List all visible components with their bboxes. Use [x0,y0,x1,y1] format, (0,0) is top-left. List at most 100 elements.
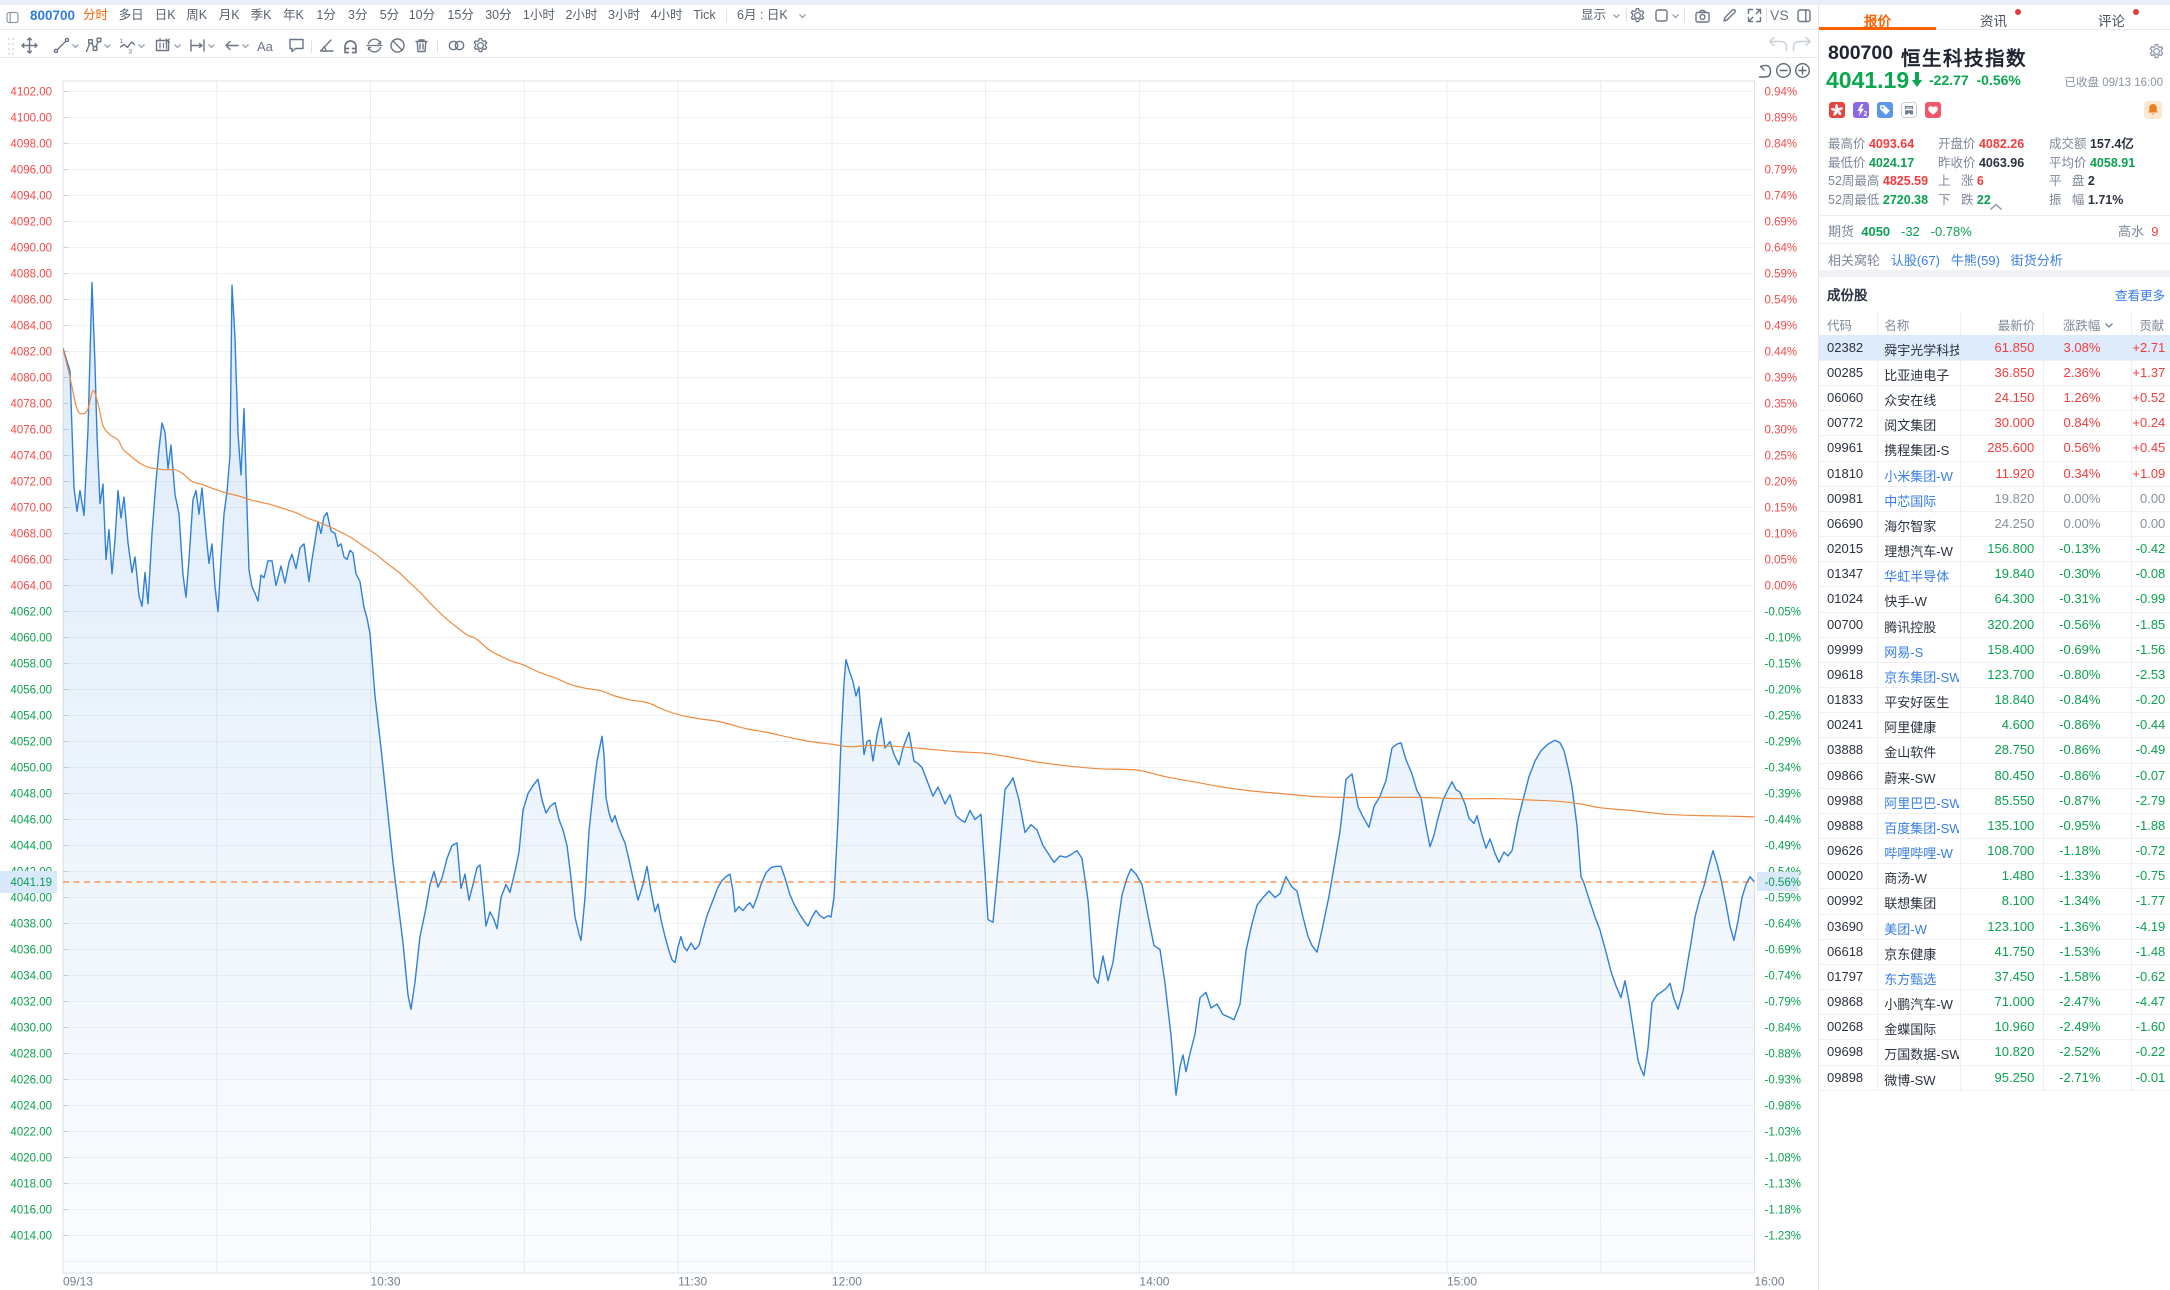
svg-text:4092.00: 4092.00 [10,217,52,229]
svg-text:15:00: 15:00 [1447,1275,1477,1289]
svg-text:0.39%: 0.39% [1765,373,1798,385]
svg-text:4094.00: 4094.00 [10,191,52,203]
svg-text:0.35%: 0.35% [1765,399,1798,411]
svg-text:-0.64%: -0.64% [1765,919,1801,931]
svg-text:-0.56%: -0.56% [1765,877,1801,889]
svg-text:4080.00: 4080.00 [10,373,52,385]
svg-text:-0.39%: -0.39% [1765,789,1801,801]
svg-text:4070.00: 4070.00 [10,503,52,515]
svg-text:4068.00: 4068.00 [10,529,52,541]
svg-text:4090.00: 4090.00 [10,243,52,255]
svg-text:4016.00: 4016.00 [10,1205,52,1217]
svg-text:4096.00: 4096.00 [10,165,52,177]
svg-text:0.00%: 0.00% [1765,581,1798,593]
svg-text:4064.00: 4064.00 [10,581,52,593]
svg-text:-1.13%: -1.13% [1765,1179,1801,1191]
svg-text:4078.00: 4078.00 [10,399,52,411]
svg-text:0.79%: 0.79% [1765,165,1798,177]
svg-text:4040.00: 4040.00 [10,893,52,905]
svg-text:-0.84%: -0.84% [1765,1023,1801,1035]
svg-text:-0.79%: -0.79% [1765,997,1801,1009]
svg-text:4082.00: 4082.00 [10,347,52,359]
svg-text:4030.00: 4030.00 [10,1023,52,1035]
svg-text:0.84%: 0.84% [1765,139,1798,151]
svg-text:0.44%: 0.44% [1765,347,1798,359]
svg-text:4072.00: 4072.00 [10,477,52,489]
svg-text:-1.23%: -1.23% [1765,1231,1801,1243]
svg-text:-0.59%: -0.59% [1765,893,1801,905]
svg-text:-0.34%: -0.34% [1765,763,1801,775]
svg-text:4062.00: 4062.00 [10,607,52,619]
svg-text:3: 3 [129,49,133,55]
svg-text:4100.00: 4100.00 [10,113,52,125]
svg-text:4038.00: 4038.00 [10,919,52,931]
svg-text:4102.00: 4102.00 [10,87,52,99]
svg-text:4086.00: 4086.00 [10,295,52,307]
svg-text:4052.00: 4052.00 [10,737,52,749]
svg-text:0.05%: 0.05% [1765,555,1798,567]
svg-text:-0.88%: -0.88% [1765,1049,1801,1061]
svg-text:4014.00: 4014.00 [10,1231,52,1243]
svg-text:4018.00: 4018.00 [10,1179,52,1191]
svg-text:-0.10%: -0.10% [1765,633,1801,645]
svg-text:14:00: 14:00 [1139,1275,1169,1289]
svg-text:-0.15%: -0.15% [1765,659,1801,671]
svg-text:4022.00: 4022.00 [10,1127,52,1139]
svg-text:4056.00: 4056.00 [10,685,52,697]
svg-text:-0.74%: -0.74% [1765,971,1801,983]
svg-text:4048.00: 4048.00 [10,789,52,801]
svg-text:-0.93%: -0.93% [1765,1075,1801,1087]
svg-text:0.25%: 0.25% [1765,451,1798,463]
svg-text:4020.00: 4020.00 [10,1153,52,1165]
svg-text:1: 1 [120,38,124,45]
svg-text:4032.00: 4032.00 [10,997,52,1009]
svg-text:10:30: 10:30 [371,1275,401,1289]
svg-text:4084.00: 4084.00 [10,321,52,333]
svg-text:0.30%: 0.30% [1765,425,1798,437]
svg-text:0.15%: 0.15% [1765,503,1798,515]
svg-text:-1.08%: -1.08% [1765,1153,1801,1165]
svg-text:-0.20%: -0.20% [1765,685,1801,697]
svg-text:4060.00: 4060.00 [10,633,52,645]
svg-text:4076.00: 4076.00 [10,425,52,437]
svg-text:0.54%: 0.54% [1765,295,1798,307]
svg-text:0.74%: 0.74% [1765,191,1798,203]
svg-text:-0.05%: -0.05% [1765,607,1801,619]
svg-text:4058.00: 4058.00 [10,659,52,671]
svg-text:-1.18%: -1.18% [1765,1205,1801,1217]
svg-text:4036.00: 4036.00 [10,945,52,957]
svg-text:4034.00: 4034.00 [10,971,52,983]
svg-text:0.59%: 0.59% [1765,269,1798,281]
svg-text:-1.03%: -1.03% [1765,1127,1801,1139]
svg-text:09/13: 09/13 [63,1275,93,1289]
svg-text:4041.19: 4041.19 [10,877,52,889]
svg-text:0.94%: 0.94% [1765,87,1798,99]
svg-text:4044.00: 4044.00 [10,841,52,853]
svg-text:-0.69%: -0.69% [1765,945,1801,957]
svg-text:2: 2 [1864,111,1868,118]
svg-text:0.20%: 0.20% [1765,477,1798,489]
svg-text:4046.00: 4046.00 [10,815,52,827]
svg-text:4028.00: 4028.00 [10,1049,52,1061]
svg-text:0.64%: 0.64% [1765,243,1798,255]
svg-text:0.49%: 0.49% [1765,321,1798,333]
svg-text:0.69%: 0.69% [1765,217,1798,229]
svg-text:-0.49%: -0.49% [1765,841,1801,853]
svg-text:11:30: 11:30 [678,1275,707,1289]
svg-text:4050.00: 4050.00 [10,763,52,775]
svg-text:4098.00: 4098.00 [10,139,52,151]
svg-text:16:00: 16:00 [1755,1275,1785,1289]
svg-text:4026.00: 4026.00 [10,1075,52,1087]
svg-text:-0.29%: -0.29% [1765,737,1801,749]
svg-text:4024.00: 4024.00 [10,1101,52,1113]
svg-text:4054.00: 4054.00 [10,711,52,723]
svg-text:0.10%: 0.10% [1765,529,1798,541]
svg-text:-0.44%: -0.44% [1765,815,1801,827]
svg-text:12:00: 12:00 [832,1275,862,1289]
svg-text:-0.25%: -0.25% [1765,711,1801,723]
svg-text:0.89%: 0.89% [1765,113,1798,125]
svg-text:4088.00: 4088.00 [10,269,52,281]
svg-text:-0.98%: -0.98% [1765,1101,1801,1113]
svg-text:4074.00: 4074.00 [10,451,52,463]
svg-text:4066.00: 4066.00 [10,555,52,567]
